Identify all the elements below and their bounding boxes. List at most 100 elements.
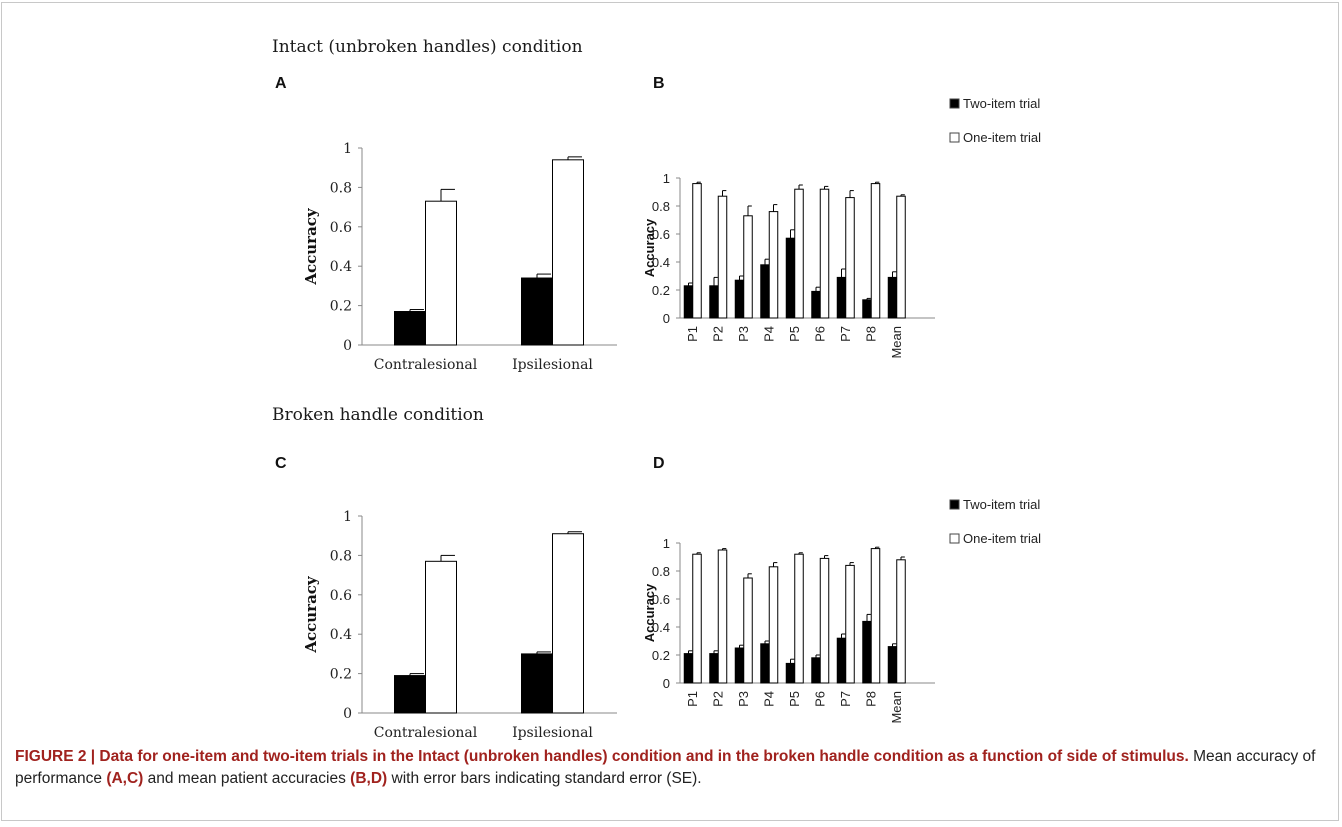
caption-text-3: with error bars indicating standard erro… bbox=[387, 770, 702, 787]
chart-d-bar bbox=[785, 662, 796, 684]
chart-b-bar bbox=[734, 279, 745, 319]
chart-b-bar bbox=[717, 195, 728, 319]
chart-b-y-tick-label: 1 bbox=[663, 171, 670, 186]
chart-b-bar bbox=[768, 211, 779, 319]
caption-lead: FIGURE 2 | Data for one-item and two-ite… bbox=[15, 748, 1189, 765]
chart-b-bar bbox=[709, 285, 719, 319]
chart-b-category-label: P5 bbox=[787, 326, 802, 342]
panel-letter-c: C bbox=[275, 455, 287, 472]
chart-d: 0 0.2 0.4 0.6 0.8 1 Accuracy P1 P2 P3 P4 P5 P6 P7 P8 Me… bbox=[640, 497, 1120, 746]
chart-d-category-label: P7 bbox=[838, 691, 853, 707]
panel-letter-a: A bbox=[275, 75, 287, 92]
chart-b-bar bbox=[811, 290, 821, 319]
chart-b-legend-swatch bbox=[949, 132, 960, 143]
chart-a-y-tick-label: 0.4 bbox=[330, 259, 352, 275]
chart-c-category-label: Ipsilesional bbox=[512, 725, 593, 741]
chart-c-y-tick-label: 0.2 bbox=[330, 667, 352, 683]
chart-b-y-tick-label: 0.2 bbox=[652, 283, 670, 298]
chart-c-category-label: Contralesional bbox=[374, 725, 478, 741]
chart-d-y-axis-label: Accuracy bbox=[642, 583, 657, 642]
chart-b-bar bbox=[870, 183, 881, 319]
chart-a-y-tick-label: 1 bbox=[343, 141, 352, 157]
chart-b-bar bbox=[743, 215, 753, 319]
chart-c-y-tick-label: 0.8 bbox=[330, 548, 352, 564]
chart-b-y-tick-label: 0.8 bbox=[652, 199, 670, 214]
chart-d-legend-swatch bbox=[949, 533, 960, 544]
chart-b-legend-label: One-item trial bbox=[963, 130, 1041, 145]
chart-b-legend-label: Two-item trial bbox=[963, 96, 1040, 111]
chart-b: 0 0.2 0.4 0.6 0.8 1 Accuracy P1 P2 P3 P4 P5 P6 P7 P8 Me… bbox=[640, 96, 1120, 381]
chart-b-bar bbox=[845, 197, 855, 319]
chart-d-y-tick-label: 0.4 bbox=[652, 620, 670, 635]
chart-d-bar bbox=[811, 657, 821, 684]
chart-d-category-label: P8 bbox=[863, 691, 878, 707]
chart-c-bar bbox=[425, 560, 457, 714]
chart-a-y-tick-label: 0.2 bbox=[330, 299, 352, 315]
chart-b-bar bbox=[887, 276, 898, 319]
chart-c-svg: 0 0.2 0.4 0.6 0.8 1 Accuracy Contralesional Ipsi… bbox=[302, 509, 617, 741]
chart-c-y-tick-label: 1 bbox=[343, 509, 352, 525]
chart-a-bar bbox=[552, 159, 584, 346]
chart-a-svg: 0 0.2 0.4 0.6 0.8 1 Accuracy Contralesional Ipsi… bbox=[302, 141, 617, 373]
chart-d-bar bbox=[862, 620, 872, 684]
chart-d-y-tick-label: 1 bbox=[663, 536, 670, 551]
chart-a-y-tick-label: 0.6 bbox=[330, 220, 352, 236]
chart-a-y-tick-label: 0.8 bbox=[330, 180, 352, 196]
chart-c-y-axis-label: Accuracy bbox=[302, 575, 320, 654]
chart-d-bar bbox=[896, 559, 906, 684]
caption-ref-1: (A,C) bbox=[106, 770, 144, 787]
caption-text-2: and mean patient accuracies bbox=[143, 770, 351, 787]
chart-d-svg: 0 0.2 0.4 0.6 0.8 1 Accuracy P1 P2 P3 P4 P5 P6 P7 P8 Me… bbox=[642, 497, 1041, 724]
chart-d-category-label: P5 bbox=[787, 691, 802, 707]
chart-c-bar bbox=[521, 653, 553, 714]
chart-d-category-label: P4 bbox=[761, 691, 776, 707]
chart-c-y-tick-label: 0.4 bbox=[330, 627, 352, 643]
section-title-broken: Broken handle condition bbox=[272, 405, 484, 425]
chart-d-y-tick-label: 0.6 bbox=[652, 592, 670, 607]
chart-d-bar bbox=[717, 549, 728, 684]
chart-d-category-label: Mean bbox=[889, 691, 904, 724]
chart-a-bar bbox=[521, 277, 553, 346]
chart-d-legend-label: Two-item trial bbox=[963, 497, 1040, 512]
chart-d-bar bbox=[709, 653, 719, 684]
chart-b-bar bbox=[785, 237, 796, 319]
chart-b-category-label: Mean bbox=[889, 326, 904, 359]
chart-d-category-label: P3 bbox=[736, 691, 751, 707]
chart-b-y-axis-label: Accuracy bbox=[642, 218, 657, 277]
chart-d-bar bbox=[887, 646, 898, 684]
chart-a-y-tick-label: 0 bbox=[343, 338, 352, 354]
chart-d-bar bbox=[768, 566, 779, 684]
chart-d-y-tick-label: 0.2 bbox=[652, 648, 670, 663]
caption-text-1: Mean accuracy of performance bbox=[15, 748, 1316, 787]
chart-b-bar bbox=[760, 264, 770, 319]
caption-ref-2: (B,D) bbox=[350, 770, 388, 787]
chart-a-category-label: Contralesional bbox=[374, 357, 478, 373]
chart-d-legend-swatch bbox=[949, 499, 960, 510]
section-title-intact: Intact (unbroken handles) condition bbox=[272, 37, 583, 57]
chart-d-y-tick-label: 0.8 bbox=[652, 564, 670, 579]
chart-d-category-label: P2 bbox=[710, 691, 725, 707]
chart-b-bar bbox=[819, 188, 830, 319]
chart-d-bar bbox=[683, 653, 694, 684]
chart-d-bar bbox=[794, 553, 804, 684]
chart-b-bar bbox=[794, 188, 804, 319]
chart-d-bar bbox=[870, 548, 881, 684]
chart-d-bar bbox=[692, 553, 702, 684]
chart-b-category-label: P4 bbox=[761, 326, 776, 342]
chart-c-bar bbox=[394, 675, 426, 714]
chart-a-category-label: Ipsilesional bbox=[512, 357, 593, 373]
chart-d-bar bbox=[743, 577, 753, 684]
chart-b-y-tick-label: 0 bbox=[663, 311, 670, 326]
chart-c-y-tick-label: 0 bbox=[343, 706, 352, 722]
chart-b-category-label: P1 bbox=[685, 326, 700, 342]
chart-b-category-label: P2 bbox=[710, 326, 725, 342]
chart-b-category-label: P3 bbox=[736, 326, 751, 342]
chart-b-category-label: P7 bbox=[838, 326, 853, 342]
chart-d-category-label: P1 bbox=[685, 691, 700, 707]
chart-b-y-tick-label: 0.4 bbox=[652, 255, 670, 270]
chart-b-bar bbox=[836, 276, 847, 319]
chart-c-bar bbox=[552, 533, 584, 714]
chart-b-bar bbox=[683, 285, 694, 319]
chart-d-bar bbox=[836, 637, 847, 684]
